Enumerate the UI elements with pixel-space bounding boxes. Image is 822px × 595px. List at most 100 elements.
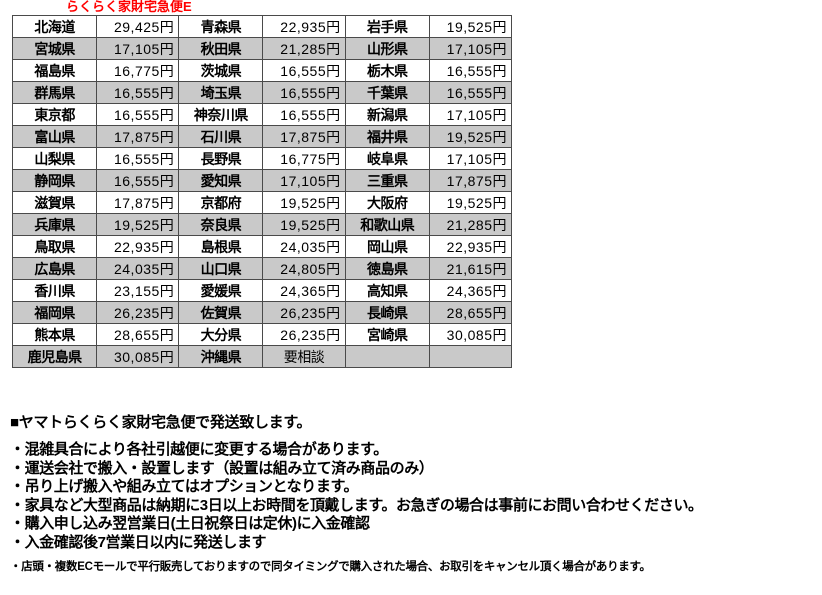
table-cell-fee: 21,285円 xyxy=(428,213,513,236)
table-cell-empty xyxy=(428,345,513,368)
table-cell-fee: 16,555円 xyxy=(262,81,346,104)
notes-heading: ■ヤマトらくらく家財宅急便で発送致します。 xyxy=(10,414,312,431)
table-row: 山梨県 16,555円 長野県 16,775円 岐阜県 17,105円 xyxy=(11,147,513,170)
table-cell-prefecture: 福島県 xyxy=(11,59,98,82)
table-row: 群馬県 16,555円 埼玉県 16,555円 千葉県 16,555円 xyxy=(11,81,513,104)
note-line: ・家具など大型商品は納期に3日以上お時間を頂戴します。お急ぎの場合は事前にお問い… xyxy=(10,496,703,514)
table-cell-prefecture: 宮城県 xyxy=(11,37,98,60)
table-row: 鳥取県 22,935円 島根県 24,035円 岡山県 22,935円 xyxy=(11,235,513,258)
table-cell-fee: 21,615円 xyxy=(428,257,513,280)
table-cell-fee: 17,105円 xyxy=(428,103,513,126)
table-cell-prefecture: 滋賀県 xyxy=(11,191,98,214)
notes-fine-print: ・店頭・複数ECモールで平行販売しておりますので同タイミングで購入された場合、お… xyxy=(10,561,651,573)
shipping-service-title: らくらく家財宅急便E xyxy=(66,0,192,14)
table-cell-fee: 19,525円 xyxy=(262,213,346,236)
table-cell-fee: 19,525円 xyxy=(96,213,180,236)
table-cell-prefecture: 大阪府 xyxy=(344,191,430,214)
table-row: 北海道 29,425円 青森県 22,935円 岩手県 19,525円 xyxy=(11,15,513,38)
table-cell-fee: 30,085円 xyxy=(96,345,180,368)
table-cell-fee: 19,525円 xyxy=(428,15,513,38)
table-cell-prefecture: 北海道 xyxy=(11,15,98,38)
table-row: 香川県 23,155円 愛媛県 24,365円 高知県 24,365円 xyxy=(11,279,513,302)
shipping-notes-section: ■ヤマトらくらく家財宅急便で発送致します。 ・混雑具合により各社引越便に変更する… xyxy=(10,413,810,575)
table-cell-prefecture: 山梨県 xyxy=(11,147,98,170)
table-cell-fee: 17,105円 xyxy=(428,147,513,170)
table-cell-prefecture: 香川県 xyxy=(11,279,98,302)
table-cell-prefecture: 石川県 xyxy=(178,125,264,148)
table-cell-fee: 23,155円 xyxy=(96,279,180,302)
table-cell-prefecture: 新潟県 xyxy=(344,103,430,126)
table-cell-fee: 22,935円 xyxy=(262,15,346,38)
table-cell-prefecture: 茨城県 xyxy=(178,59,264,82)
table-cell-prefecture: 和歌山県 xyxy=(344,213,430,236)
table-cell-prefecture: 沖縄県 xyxy=(178,345,264,368)
table-row: 滋賀県 17,875円 京都府 19,525円 大阪府 19,525円 xyxy=(11,191,513,214)
table-cell-fee: 30,085円 xyxy=(428,323,513,346)
table-cell-fee: 28,655円 xyxy=(428,301,513,324)
table-cell-fee: 17,875円 xyxy=(96,125,180,148)
table-cell-prefecture: 岡山県 xyxy=(344,235,430,258)
table-cell-prefecture: 長崎県 xyxy=(344,301,430,324)
table-cell-prefecture: 徳島県 xyxy=(344,257,430,280)
table-row: 福島県 16,775円 茨城県 16,555円 栃木県 16,555円 xyxy=(11,59,513,82)
table-cell-fee: 19,525円 xyxy=(428,125,513,148)
note-line: ・入金確認後7営業日以内に発送します xyxy=(10,533,267,551)
table-cell-prefecture: 埼玉県 xyxy=(178,81,264,104)
table-row: 富山県 17,875円 石川県 17,875円 福井県 19,525円 xyxy=(11,125,513,148)
shipping-fee-table: 北海道 29,425円 青森県 22,935円 岩手県 19,525円 宮城県 17,105円… xyxy=(11,15,513,368)
table-cell-fee: 16,555円 xyxy=(96,169,180,192)
note-line: ・運送会社で搬入・設置します（設置は組み立て済み商品のみ） xyxy=(10,459,434,477)
table-cell-fee: 17,875円 xyxy=(428,169,513,192)
table-cell-fee: 26,235円 xyxy=(262,323,346,346)
table-cell-fee: 26,235円 xyxy=(96,301,180,324)
table-cell-prefecture: 兵庫県 xyxy=(11,213,98,236)
table-cell-fee: 16,555円 xyxy=(96,103,180,126)
table-cell-prefecture: 愛知県 xyxy=(178,169,264,192)
table-cell-empty xyxy=(344,345,430,368)
shipping-fee-table-body: 北海道 29,425円 青森県 22,935円 岩手県 19,525円 宮城県 17,105円… xyxy=(11,15,513,368)
table-row: 広島県 24,035円 山口県 24,805円 徳島県 21,615円 xyxy=(11,257,513,280)
note-line: ・購入申し込み翌営業日(土日祝祭日は定休)に入金確認 xyxy=(10,515,370,532)
table-row: 福岡県 26,235円 佐賀県 26,235円 長崎県 28,655円 xyxy=(11,301,513,324)
table-cell-prefecture: 静岡県 xyxy=(11,169,98,192)
table-row: 熊本県 28,655円 大分県 26,235円 宮崎県 30,085円 xyxy=(11,323,513,346)
table-cell-fee: 17,105円 xyxy=(96,37,180,60)
table-cell-prefecture: 岩手県 xyxy=(344,15,430,38)
table-cell-fee: 16,555円 xyxy=(428,81,513,104)
table-cell-prefecture: 山口県 xyxy=(178,257,264,280)
table-cell-fee: 21,285円 xyxy=(262,37,346,60)
table-cell-fee: 22,935円 xyxy=(96,235,180,258)
table-cell-fee: 24,365円 xyxy=(262,279,346,302)
table-cell-fee: 19,525円 xyxy=(428,191,513,214)
note-line: ・吊り上げ搬入や組み立てはオプションとなります。 xyxy=(10,478,359,495)
table-cell-fee: 16,555円 xyxy=(96,81,180,104)
table-cell-prefecture: 京都府 xyxy=(178,191,264,214)
table-cell-prefecture: 岐阜県 xyxy=(344,147,430,170)
table-cell-prefecture: 神奈川県 xyxy=(178,103,264,126)
notes-list: ・混雑具合により各社引越便に変更する場合があります。 ・運送会社で搬入・設置します… xyxy=(10,441,810,552)
table-cell-fee: 28,655円 xyxy=(96,323,180,346)
table-cell-fee: 26,235円 xyxy=(262,301,346,324)
shipping-fee-table-container: 北海道 29,425円 青森県 22,935円 岩手県 19,525円 宮城県 17,105円… xyxy=(11,15,513,368)
table-cell-prefecture: 熊本県 xyxy=(11,323,98,346)
table-cell-fee: 29,425円 xyxy=(96,15,180,38)
table-cell-fee: 16,555円 xyxy=(262,59,346,82)
table-cell-prefecture: 栃木県 xyxy=(344,59,430,82)
table-cell-fee: 24,805円 xyxy=(262,257,346,280)
table-cell-fee: 17,875円 xyxy=(262,125,346,148)
table-row: 東京都 16,555円 神奈川県 16,555円 新潟県 17,105円 xyxy=(11,103,513,126)
table-row: 静岡県 16,555円 愛知県 17,105円 三重県 17,875円 xyxy=(11,169,513,192)
table-cell-prefecture: 宮崎県 xyxy=(344,323,430,346)
table-cell-prefecture: 島根県 xyxy=(178,235,264,258)
table-cell-fee: 19,525円 xyxy=(262,191,346,214)
table-cell-prefecture: 佐賀県 xyxy=(178,301,264,324)
table-cell-fee: 24,035円 xyxy=(96,257,180,280)
table-cell-prefecture: 福岡県 xyxy=(11,301,98,324)
table-cell-fee: 16,775円 xyxy=(96,59,180,82)
table-cell-fee: 要相談 xyxy=(262,345,346,368)
table-cell-prefecture: 福井県 xyxy=(344,125,430,148)
table-cell-prefecture: 富山県 xyxy=(11,125,98,148)
table-cell-prefecture: 鳥取県 xyxy=(11,235,98,258)
table-cell-prefecture: 長野県 xyxy=(178,147,264,170)
table-cell-prefecture: 愛媛県 xyxy=(178,279,264,302)
